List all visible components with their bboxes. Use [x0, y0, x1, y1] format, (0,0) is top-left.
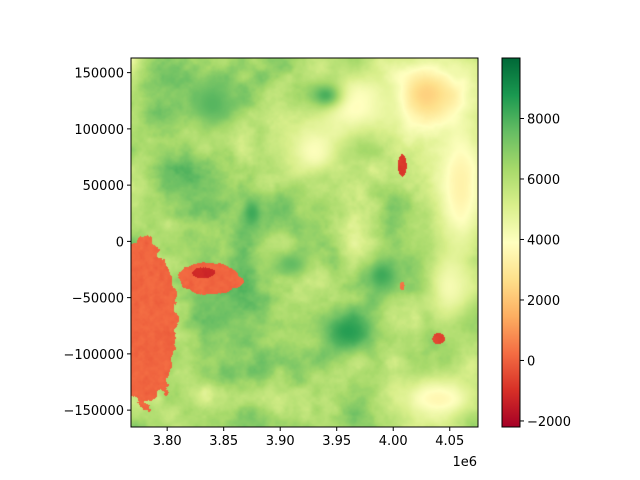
- y-tick-label: 150000: [74, 67, 124, 82]
- colorbar-tick-label: 4000: [527, 233, 560, 248]
- colorbar-tick-label: 0: [527, 354, 535, 369]
- y-tick-label: −50000: [72, 292, 124, 307]
- plot-frame: [130, 57, 479, 428]
- y-tick-label: −100000: [63, 348, 124, 363]
- x-tick-label: 3.80: [153, 434, 182, 449]
- y-tick-label: −150000: [63, 404, 124, 419]
- plot-area: [130, 57, 479, 428]
- x-tick-label: 3.90: [266, 434, 295, 449]
- heatmap-raster: [131, 58, 478, 427]
- colorbar-tick-label: −2000: [527, 415, 571, 430]
- colorbar-ticks: 8000 6000 4000 2000 0 −2000: [520, 112, 571, 430]
- colorbar-tick-label: 2000: [527, 294, 560, 309]
- colorbar-frame: [501, 57, 521, 428]
- colorbar-tick-label: 8000: [527, 112, 560, 127]
- y-axis: 150000 100000 50000 0 −50000 −100000 −150000: [63, 67, 131, 419]
- colorbar-gradient: [502, 58, 520, 427]
- colorbar-tick-label: 6000: [527, 173, 560, 188]
- y-tick-label: 0: [116, 235, 124, 250]
- x-tick-label: 3.85: [209, 434, 238, 449]
- heatmap-raster-frame: [131, 58, 478, 427]
- y-tick-label: 100000: [74, 123, 124, 138]
- x-axis: 3.80 3.85 3.90 3.95 4.00 4.05: [153, 427, 464, 449]
- y-tick-label: 50000: [83, 179, 124, 194]
- x-tick-label: 4.05: [435, 434, 464, 449]
- x-tick-label: 3.95: [322, 434, 351, 449]
- colorbar: 8000 6000 4000 2000 0 −2000: [501, 57, 571, 430]
- x-offset-label: 1e6: [452, 455, 477, 470]
- x-tick-label: 4.00: [379, 434, 408, 449]
